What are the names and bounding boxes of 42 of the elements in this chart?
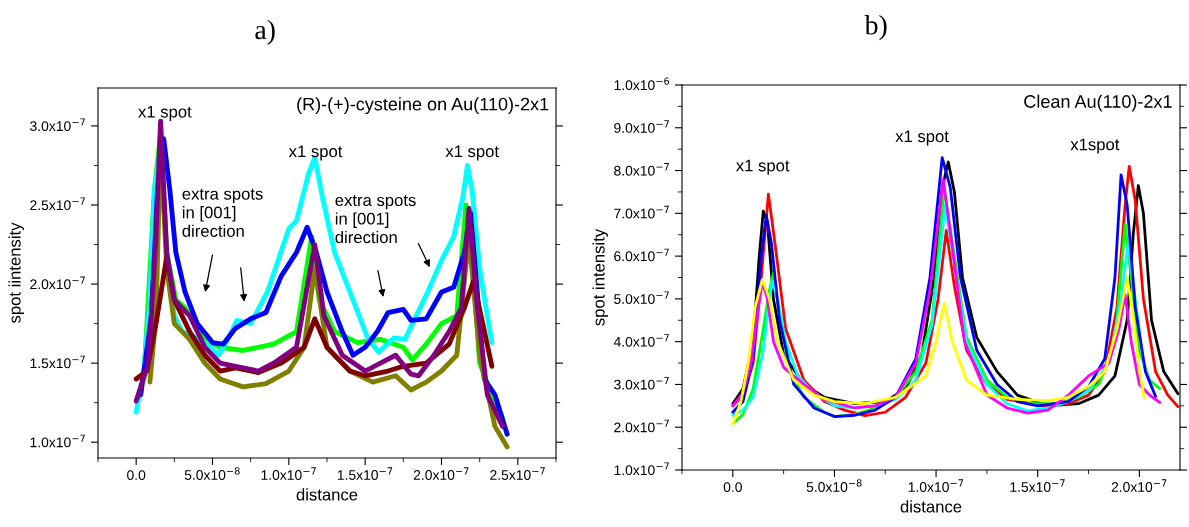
y-tick-label: 3.0x10$^{−7}$ bbox=[614, 376, 669, 390]
x-tick-label: 2.0x10$^{−7}$ bbox=[1111, 479, 1167, 492]
y-tick-label: 3.0x10$^{−7}$ bbox=[30, 118, 85, 132]
x-tick-label: 5.0x10$^{−8}$ bbox=[806, 479, 862, 492]
annotation: x1 spot bbox=[895, 130, 949, 146]
annotation: x1 spot bbox=[445, 145, 499, 161]
y-tick-label: 7.0x10$^{−7}$ bbox=[614, 205, 669, 219]
y-tick-label: 8.0x10$^{−7}$ bbox=[614, 163, 669, 176]
x-tick-label: 5.0x10$^{−8}$ bbox=[184, 467, 240, 480]
y-tick-label: 1.5x10$^{−7}$ bbox=[30, 355, 85, 369]
y-tick-label: 1.0x10$^{−6}$ bbox=[614, 77, 670, 91]
chart-title: b) bbox=[864, 15, 887, 41]
chart-title: a) bbox=[255, 19, 275, 45]
y-tick-label: 6.0x10$^{−7}$ bbox=[614, 248, 669, 262]
y-tick-label: 4.0x10$^{−7}$ bbox=[613, 334, 669, 347]
annotation: (R)-(+)-cysteine on Au(110)-2x1 bbox=[297, 97, 549, 115]
x-axis-title: distance bbox=[900, 500, 962, 513]
y-axis-title: spot iintensity bbox=[8, 222, 24, 324]
y-tick-label: 9.0x10$^{−7}$ bbox=[614, 120, 669, 133]
annotation: extra spots in [001] direction bbox=[335, 195, 416, 244]
line-series bbox=[731, 276, 1146, 426]
x-tick-label: 0.0 bbox=[127, 470, 146, 481]
x-axis-title: distance bbox=[296, 488, 358, 501]
x-tick-label: 0.0 bbox=[723, 482, 742, 493]
annotation: x1 spot bbox=[138, 106, 192, 121]
x-tick-label: 1.0x10$^{−7}$ bbox=[908, 479, 964, 492]
y-tick-label: 1.0x10$^{−7}$ bbox=[30, 434, 85, 448]
x-tick-label: 2.0x10$^{−7}$ bbox=[413, 467, 469, 480]
annotation: extra spots in [001] direction bbox=[182, 188, 263, 237]
annotation: x1 spot bbox=[288, 145, 343, 161]
annotation: Clean Au(110)-2x1 bbox=[1024, 94, 1172, 112]
y-tick-label: 2.0x10$^{−7}$ bbox=[614, 419, 669, 433]
y-tick-label: 2.5x10$^{−7}$ bbox=[30, 197, 85, 211]
x-tick-label: 1.5x10$^{−7}$ bbox=[1010, 479, 1065, 492]
y-tick-label: 2.0x10$^{−7}$ bbox=[30, 276, 85, 290]
x-tick-label: 1.5x10$^{−7}$ bbox=[337, 467, 393, 480]
annotation: x1 spot bbox=[736, 159, 790, 175]
x-tick-label: 2.5x10$^{−7}$ bbox=[490, 467, 545, 480]
annotation: x1spot bbox=[1070, 138, 1120, 154]
y-axis-title: spot intensity bbox=[592, 228, 608, 326]
y-tick-label: 5.0x10$^{−7}$ bbox=[614, 291, 669, 304]
x-tick-label: 1.0x10$^{−7}$ bbox=[261, 467, 316, 480]
